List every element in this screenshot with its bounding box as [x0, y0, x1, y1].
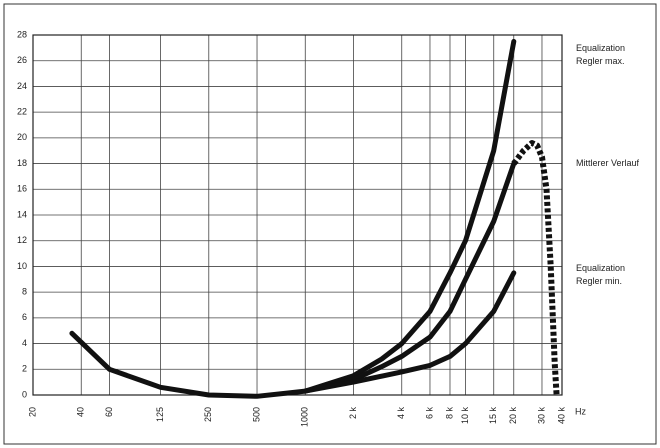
- x-tick-label: 250: [203, 407, 213, 422]
- y-tick-label: 20: [17, 132, 27, 142]
- x-tick-label: 30 k: [536, 407, 546, 425]
- y-tick-label: 6: [22, 312, 27, 322]
- y-tick-label: 18: [17, 158, 27, 168]
- y-tick-label: 2: [22, 364, 27, 374]
- annotation: Equalization Regler min.: [576, 263, 626, 286]
- y-tick-label: 12: [17, 235, 27, 245]
- x-tick-label: 60: [104, 407, 114, 417]
- series-line: [69, 270, 517, 399]
- series-line: [302, 161, 517, 394]
- x-axis-label: Hz: [575, 406, 586, 416]
- x-tick-label: 2 k: [348, 407, 358, 420]
- series-line: [302, 38, 517, 394]
- x-tick-label: 6 k: [424, 407, 434, 420]
- y-tick-label: 24: [17, 81, 27, 91]
- y-tick-label: 26: [17, 55, 27, 65]
- x-tick-label: 8 k: [444, 407, 454, 420]
- y-tick-label: 16: [17, 184, 27, 194]
- x-tick-label: 10 k: [460, 407, 470, 425]
- x-tick-label: 125: [155, 407, 165, 422]
- x-tick-label: 40 k: [556, 407, 566, 425]
- frame: [3, 3, 657, 445]
- y-tick-label: 22: [17, 107, 27, 117]
- x-tick-label: 20: [27, 407, 37, 417]
- x-tick-label: 15 k: [488, 407, 498, 425]
- y-tick-label: 4: [22, 338, 27, 348]
- y-tick-label: 8: [22, 287, 27, 297]
- y-tick-label: 14: [17, 209, 27, 219]
- x-tick-label: 20 k: [508, 407, 518, 425]
- plot-border: [32, 34, 563, 396]
- x-tick-label: 500: [251, 407, 261, 422]
- x-tick-label: 40: [76, 407, 86, 417]
- x-tick-label: 1000: [300, 407, 310, 427]
- annotation: Equalization Regler max.: [576, 43, 626, 66]
- y-tick-label: 10: [17, 261, 27, 271]
- x-tick-label: 4 k: [396, 407, 406, 420]
- y-tick-label: 0: [22, 389, 27, 399]
- y-tick-label: 28: [17, 29, 27, 39]
- series-line: [511, 140, 560, 396]
- annotation: Mittlerer Verlauf: [576, 158, 640, 168]
